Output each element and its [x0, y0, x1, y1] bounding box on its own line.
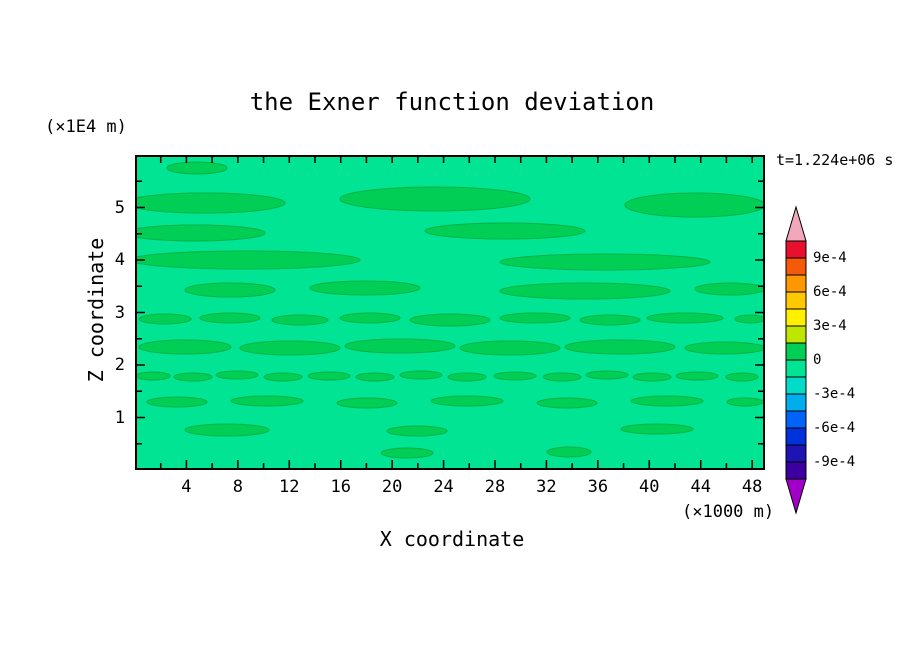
x-axis-unit-label: (×1000 m)	[682, 502, 775, 522]
x-tick-label: 44	[690, 477, 711, 497]
y-tick-label: 5	[114, 197, 125, 218]
x-tick-label: 32	[536, 477, 557, 497]
y-tick-label: 1	[114, 407, 125, 428]
colorbar-scale	[785, 205, 807, 515]
x-tick-label: 40	[639, 477, 660, 497]
x-tick-label: 48	[741, 477, 763, 497]
chart-title: the Exner function deviation	[249, 88, 655, 116]
colorbar	[785, 205, 807, 515]
x-tick-label: 12	[279, 477, 300, 497]
x-tick-label: 20	[381, 477, 403, 497]
contour-plot	[124, 155, 766, 470]
colorbar-label: 6e-4	[813, 284, 847, 300]
colorbar-label: 0	[813, 352, 822, 368]
x-tick-label: 28	[484, 477, 506, 497]
y-tick-label: 3	[114, 302, 125, 323]
x-tick-label: 4	[181, 477, 192, 497]
x-tick-label: 8	[232, 477, 243, 497]
y-tick-label: 2	[114, 355, 125, 375]
x-tick-label: 36	[587, 477, 609, 497]
x-tick-label: 16	[330, 477, 351, 497]
x-tick-label: 24	[433, 477, 454, 497]
contour-field	[124, 155, 766, 470]
x-axis-title: X coordinate	[379, 527, 525, 551]
y-tick-label: 4	[114, 250, 125, 270]
colorbar-label: -6e-4	[813, 420, 856, 436]
colorbar-label: -9e-4	[813, 454, 856, 470]
y-axis-unit-label: (×1E4 m)	[45, 117, 127, 137]
time-annotation: t=1.224e+06 s	[776, 151, 894, 169]
colorbar-label: -3e-4	[813, 386, 856, 402]
colorbar-label: 3e-4	[813, 318, 847, 334]
colorbar-label: 9e-4	[813, 250, 847, 266]
